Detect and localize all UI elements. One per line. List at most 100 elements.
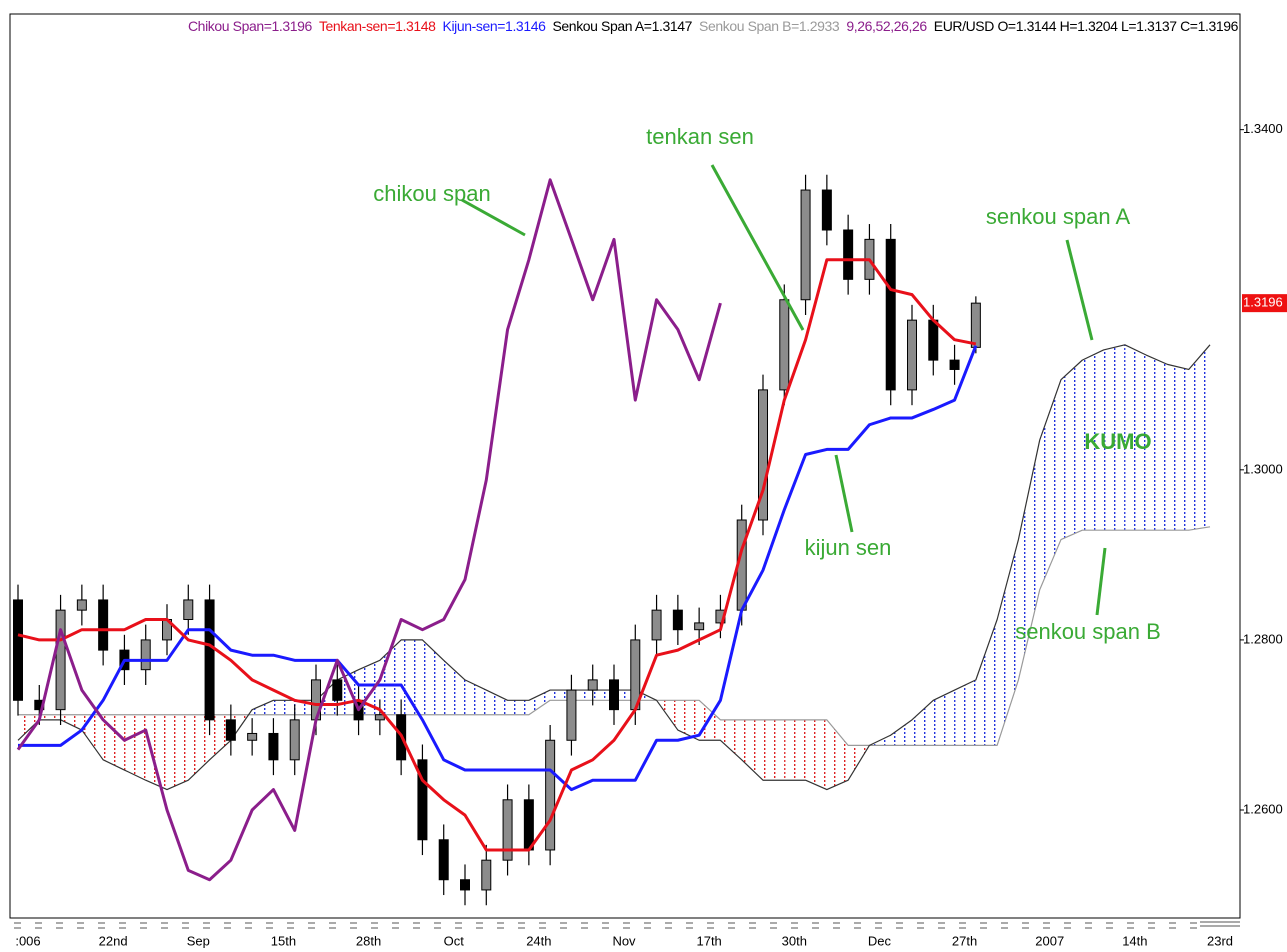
legend-entry: 9,26,52,26,26	[846, 18, 927, 34]
candle-body	[587, 679, 598, 691]
indicator-lines	[16, 178, 978, 882]
leader-line	[834, 454, 854, 533]
current-price-box	[1242, 294, 1287, 313]
annotation: senkou span B	[1015, 619, 1161, 644]
cloud-segment	[39, 714, 61, 720]
legend-entry: Tenkan-sen=1.3148	[319, 18, 436, 34]
annotation: kijun sen	[805, 535, 892, 560]
cloud-segment	[997, 539, 1019, 746]
cloud-segment	[933, 690, 955, 746]
candle-body	[779, 299, 790, 391]
candle-body	[55, 609, 66, 711]
candle-body	[609, 679, 619, 711]
cloud-segment	[1082, 349, 1104, 531]
annotation: senkou span A	[986, 204, 1131, 229]
cloud-segment	[1188, 344, 1210, 531]
legend-entry: Senkou Span A=1.3147	[552, 18, 692, 34]
cloud-segment	[124, 714, 146, 781]
cloud-segment	[60, 714, 82, 731]
cloud-segment	[528, 690, 551, 715]
x-tick-label: 28th	[356, 933, 381, 948]
candle-body	[694, 622, 705, 631]
annotation: KUMO	[1084, 429, 1151, 454]
annotation: tenkan sen	[646, 124, 754, 149]
indicator-line	[16, 178, 722, 882]
candle-body	[843, 229, 854, 280]
candle-body	[523, 799, 534, 851]
cloud-segment	[486, 690, 508, 715]
candle-body	[268, 732, 279, 761]
cloud-segment	[273, 700, 295, 715]
cloud-segment	[443, 660, 465, 715]
indicator-line	[17, 258, 977, 852]
time-scale-strip	[14, 921, 1240, 929]
cloud-segment	[1061, 360, 1083, 540]
cloud-segment	[103, 714, 125, 771]
leader-line	[710, 164, 805, 331]
candle-body	[949, 359, 960, 370]
cloud-segment	[422, 639, 444, 715]
cloud-segment	[571, 690, 593, 701]
current-price-label: 1.3196	[1243, 295, 1283, 310]
legend-entry: Chikou Span=1.3196	[188, 18, 313, 34]
x-tick-label: Sep	[187, 933, 210, 948]
cloud-segment	[975, 619, 998, 746]
axes: 1.2600 1.2800 1.3000 1.3400 1.3196:006 22nd Se…	[15, 121, 1287, 948]
annotations: chikou span tenkan sen senkou span A KUM…	[373, 124, 1160, 644]
y-tick-label: 1.2600	[1243, 801, 1283, 816]
cloud-segment	[167, 714, 189, 790]
legend-entry: Kijun-sen=1.3146	[443, 18, 547, 34]
x-tick-label: Dec	[868, 933, 892, 948]
y-tick-label: 1.3000	[1243, 461, 1283, 476]
cloud-segment	[18, 714, 40, 741]
cloud-segment	[954, 679, 976, 746]
candle-body	[545, 739, 556, 851]
cloud-segment	[784, 719, 806, 781]
legend-entry: EUR/USD O=1.3144 H=1.3204 L=1.3137 C=1.3…	[934, 18, 1239, 34]
cloud-segment	[507, 700, 529, 715]
indicator-line	[18, 345, 978, 792]
candle-body	[928, 319, 939, 361]
x-tick-label: 14th	[1122, 933, 1147, 948]
candle-body	[98, 599, 109, 651]
candle-body	[247, 732, 258, 741]
candle-body	[460, 879, 470, 891]
candle-body	[225, 719, 236, 741]
candle-body	[800, 189, 811, 301]
cloud-segment	[145, 714, 167, 790]
cloud-segment	[912, 700, 934, 746]
candle-body	[481, 859, 492, 891]
candle-body	[183, 599, 194, 621]
candle-body	[885, 238, 896, 391]
cloud-segment	[763, 719, 785, 781]
y-tick-label: 1.3400	[1243, 121, 1283, 136]
candle-body	[907, 319, 917, 391]
x-tick-label: Nov	[612, 933, 636, 948]
cloud-segment	[1103, 344, 1125, 531]
cloud-segment	[252, 700, 274, 715]
cloud-segment	[209, 714, 231, 760]
x-tick-label: Oct	[444, 933, 465, 948]
cloud-segment	[826, 719, 849, 790]
cloud-segment	[614, 690, 636, 701]
header-legend: Chikou Span=1.3196 Tenkan-sen=1.3148 Kijun…	[188, 18, 1239, 34]
x-tick-label: 2007	[1035, 933, 1064, 948]
cloud-segment	[1167, 364, 1189, 531]
cloud-segment	[379, 639, 402, 715]
candle-body	[204, 599, 215, 721]
cloud-segment	[188, 714, 210, 781]
candle-body	[332, 679, 343, 701]
candle-body	[821, 189, 832, 231]
cloud-segment	[81, 714, 104, 760]
candle-body	[13, 599, 23, 701]
cloud-segment	[1146, 355, 1168, 531]
cloud-segment	[720, 719, 742, 760]
x-tick-label: 15th	[271, 933, 296, 948]
cloud-segment	[1039, 379, 1061, 590]
cloud-segment	[1018, 440, 1040, 680]
x-tick-label: 17th	[696, 933, 721, 948]
candle-body	[417, 759, 428, 841]
x-tick-label: 24th	[526, 933, 551, 948]
